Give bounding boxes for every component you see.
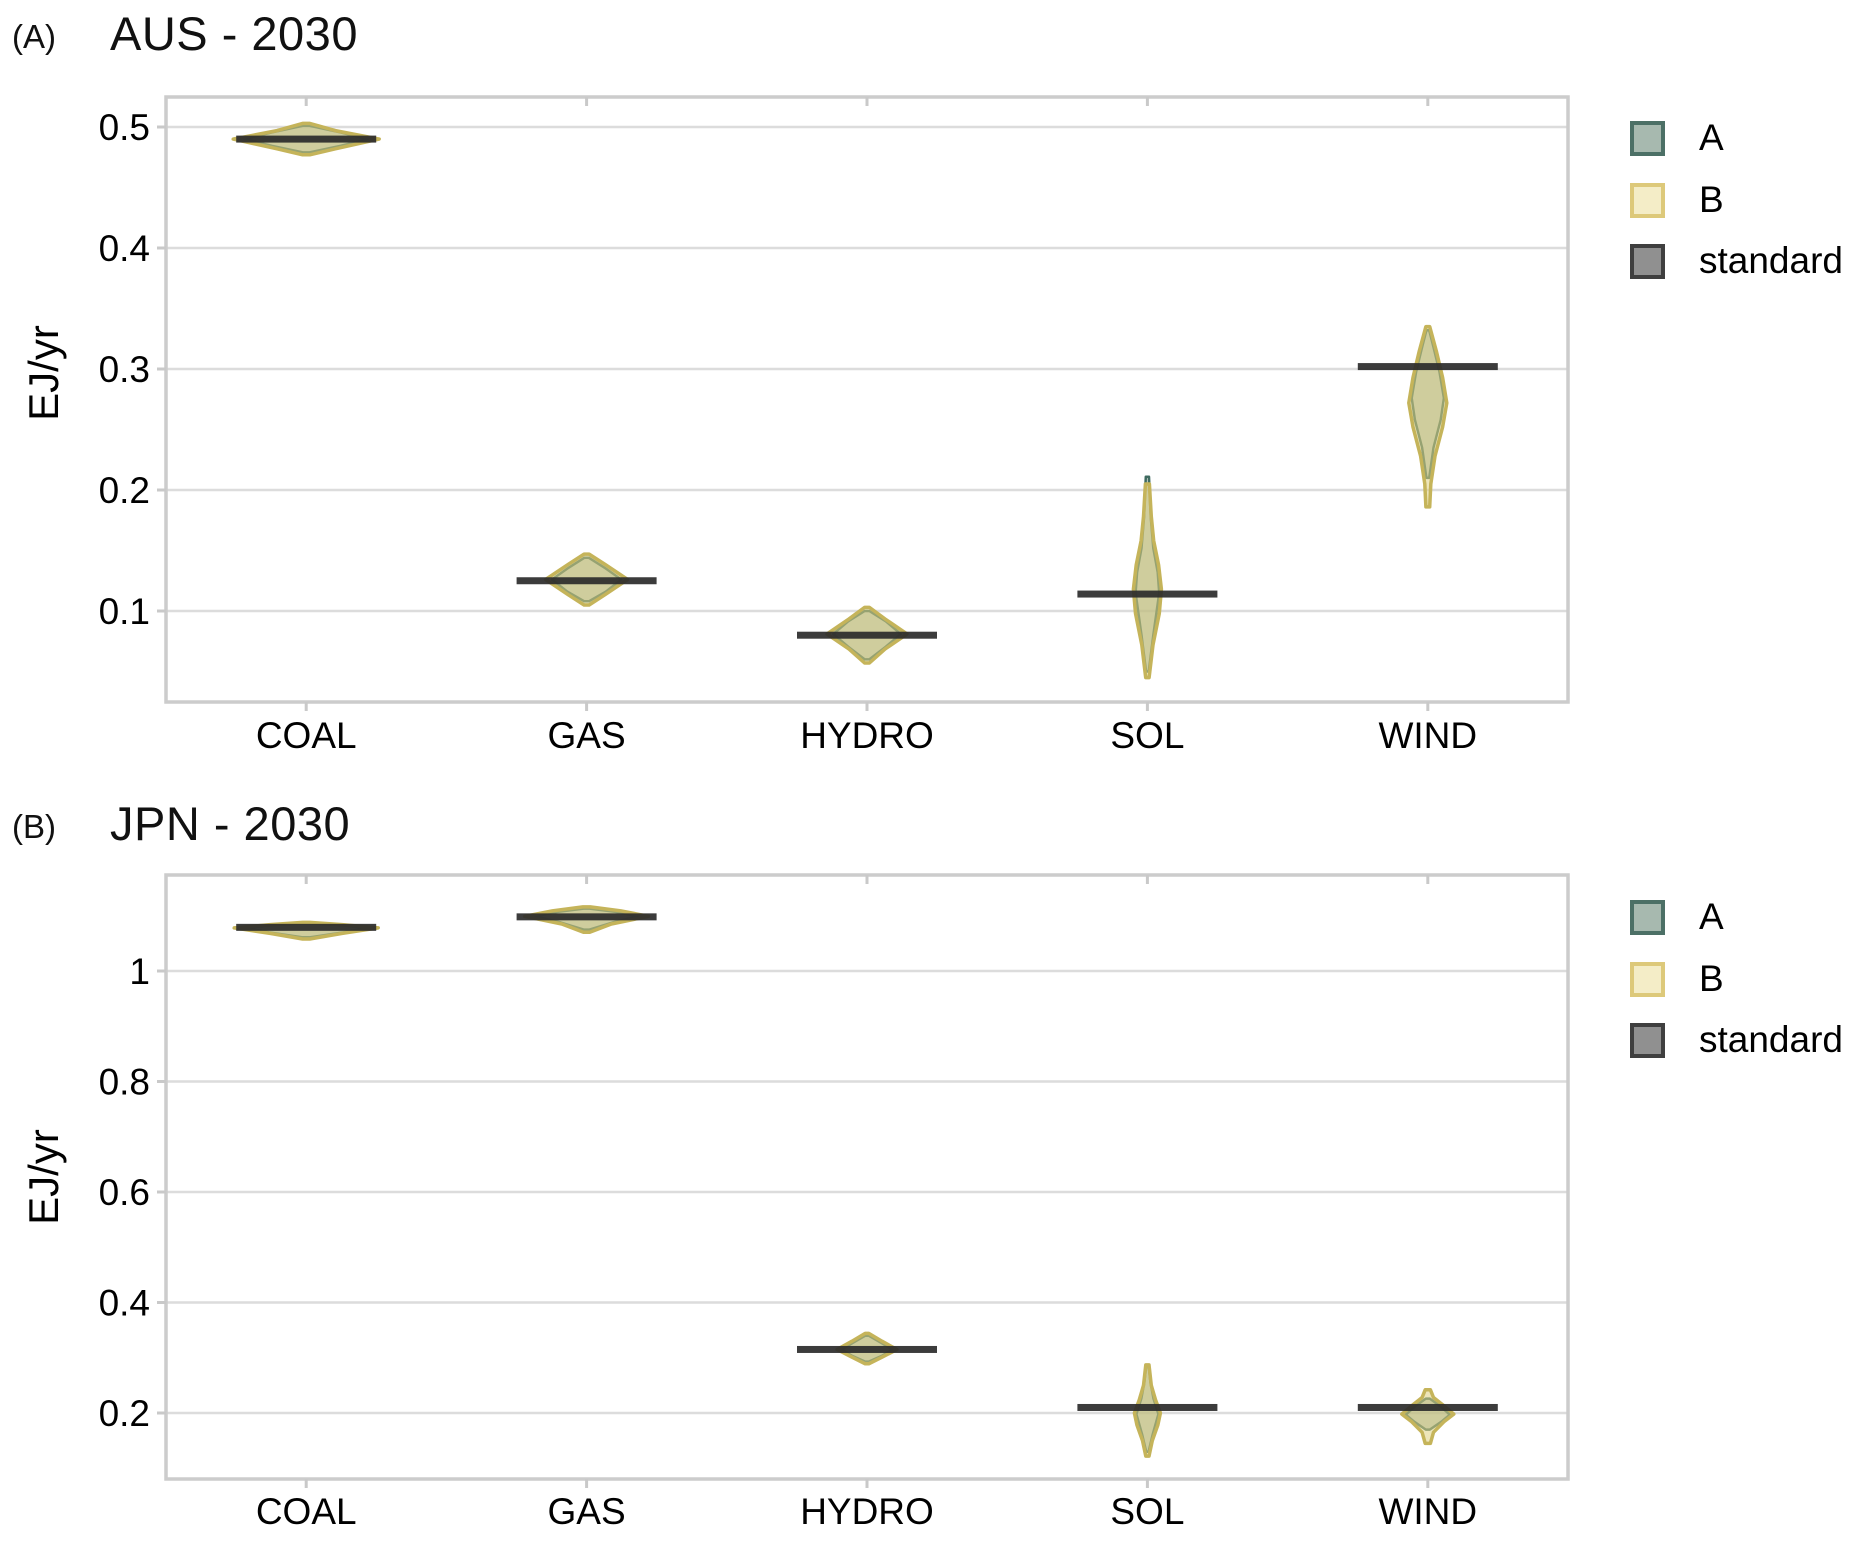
panel-a-standard-line-wind	[1357, 363, 1498, 371]
legend-swatch-b	[1630, 961, 1665, 997]
legend-swatch-a	[1630, 120, 1665, 156]
legend-swatch-b	[1630, 182, 1665, 218]
panel-b-title: JPN - 2030	[110, 797, 351, 850]
panel-a-y-tick-label-0.1: 0.1	[99, 591, 150, 632]
panel-a-x-tick-label-hydro: HYDRO	[800, 715, 934, 756]
panel-b-standard-line-wind	[1357, 1403, 1498, 1411]
panel-b-border	[164, 873, 1570, 1481]
panel-a-y-axis-label: EJ/yr	[20, 325, 67, 421]
panel-b-violin-wind-b	[1400, 1388, 1456, 1446]
panel-b-x-tick-label-gas: GAS	[548, 1491, 626, 1532]
legend-label-a: A	[1699, 896, 1724, 937]
legend-swatch-standard	[1630, 243, 1665, 279]
panel-a-standard-line-coal	[236, 135, 377, 143]
panel-a-x-tick-label-gas: GAS	[548, 715, 626, 756]
legend-swatch-a	[1630, 899, 1665, 935]
panel-b-x-tick-label-coal: COAL	[256, 1491, 357, 1532]
legend-label-a: A	[1699, 117, 1724, 158]
legend-label-b: B	[1699, 179, 1724, 220]
panel-b-x-tick-label-wind: WIND	[1378, 1491, 1477, 1532]
legend-label-standard: standard	[1699, 240, 1843, 281]
panel-b-y-tick-label-0.6: 0.6	[99, 1172, 150, 1213]
panel-a-y-tick-label-0.4: 0.4	[99, 228, 150, 269]
panel-b-standard-line-gas	[516, 913, 657, 921]
legend-label-b: B	[1699, 958, 1724, 999]
panel-a-standard-line-sol	[1077, 590, 1218, 598]
legend-item-b: B	[1630, 958, 1724, 999]
panel-b-y-tick-label-0.4: 0.4	[99, 1283, 150, 1324]
legend-item-standard: standard	[1630, 240, 1843, 281]
panel-a-y-tick-label-0.3: 0.3	[99, 349, 150, 390]
panel-b-standard-line-sol	[1077, 1403, 1218, 1411]
panel-a-standard-line-gas	[516, 577, 657, 585]
panel-a-violin-wind-b	[1407, 324, 1449, 509]
panel-a-tag: (A)	[12, 18, 56, 55]
panel-b-y-tick-label-0.8: 0.8	[99, 1062, 150, 1103]
panel-b-x-tick-label-hydro: HYDRO	[800, 1491, 934, 1532]
legend-swatch-standard	[1630, 1022, 1665, 1058]
panel-a-x-tick-label-wind: WIND	[1378, 715, 1477, 756]
panel-b-y-tick-label-1: 1	[129, 951, 150, 992]
panel-a-x-tick-label-sol: SOL	[1110, 715, 1184, 756]
legend-item-a: A	[1630, 896, 1724, 937]
panel-b-x-tick-label-sol: SOL	[1110, 1491, 1184, 1532]
panel-a-y-tick-label-0.2: 0.2	[99, 470, 150, 511]
panel-a-standard-line-hydro	[797, 631, 937, 639]
legend-item-b: B	[1630, 179, 1724, 220]
legend-item-standard: standard	[1630, 1019, 1843, 1060]
panel-b-y-tick-label-0.2: 0.2	[99, 1393, 150, 1434]
panel-a-title: AUS - 2030	[110, 7, 358, 60]
panel-b-tag: (B)	[12, 808, 56, 845]
legend-item-a: A	[1630, 117, 1724, 158]
panel-b-y-axis-label: EJ/yr	[20, 1129, 67, 1225]
legend-label-standard: standard	[1699, 1019, 1843, 1060]
panel-b-standard-line-coal	[236, 923, 377, 931]
panel-b-standard-line-hydro	[797, 1345, 937, 1353]
panel-a-x-tick-label-coal: COAL	[256, 715, 357, 756]
panel-a-violin-sol-b	[1131, 482, 1164, 680]
panel-a-y-tick-label-0.5: 0.5	[99, 107, 150, 148]
